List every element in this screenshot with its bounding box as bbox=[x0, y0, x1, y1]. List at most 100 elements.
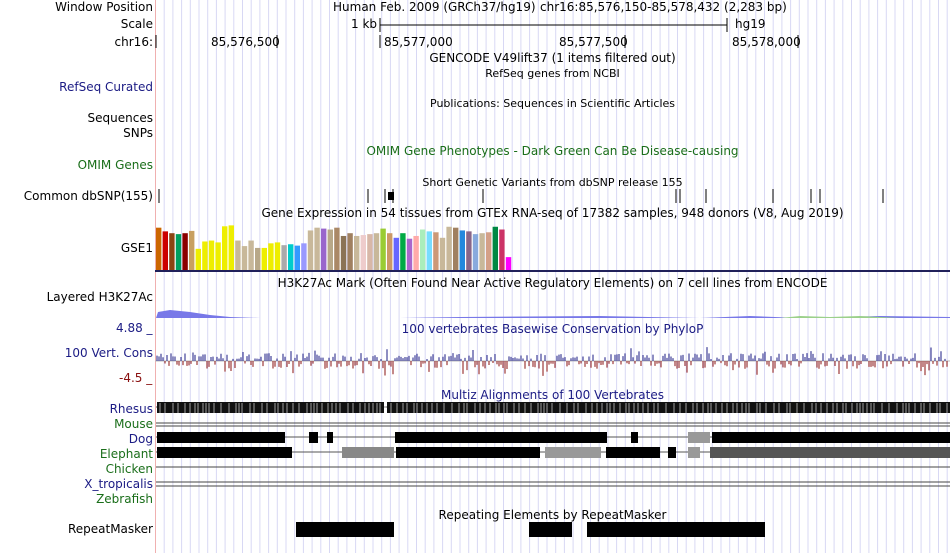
gtex-bar bbox=[274, 242, 281, 270]
gtex-bar bbox=[222, 226, 228, 270]
grid-lines bbox=[155, 0, 948, 553]
omim-track-label[interactable]: OMIM Genes bbox=[77, 158, 153, 172]
phylop-min-label: -4.5 _ bbox=[119, 371, 153, 385]
dog-alignment-block bbox=[688, 432, 710, 443]
gtex-bar bbox=[248, 240, 254, 270]
gtex-bar bbox=[189, 230, 195, 270]
multiz-species-label[interactable]: Chicken bbox=[105, 462, 153, 476]
gtex-bar bbox=[202, 241, 208, 270]
gtex-track-label[interactable]: GSE1 bbox=[120, 241, 153, 255]
multiz-species-label[interactable]: Dog bbox=[128, 432, 153, 446]
elephant-alignment-block bbox=[710, 447, 950, 458]
elephant-alignment-block bbox=[545, 447, 601, 458]
dbsnp-track-title[interactable]: Short Genetic Variants from dbSNP releas… bbox=[422, 176, 683, 189]
scale-label: Scale bbox=[120, 17, 153, 31]
multiz-species-label[interactable]: Zebrafish bbox=[96, 492, 153, 506]
phylop-track-label[interactable]: 100 Vert. Cons bbox=[64, 346, 153, 360]
snps-track-label[interactable]: SNPs bbox=[123, 126, 153, 140]
gtex-bar bbox=[459, 230, 465, 270]
repeatmasker-track-title[interactable]: Repeating Elements by RepeatMasker bbox=[438, 508, 667, 522]
publications-track-title[interactable]: Publications: Sequences in Scientific Ar… bbox=[430, 97, 675, 110]
repeat-element bbox=[529, 522, 572, 537]
position-readout[interactable]: chr16:85,576,150-85,578,432 (2,283 bp) bbox=[540, 0, 787, 14]
gtex-bar bbox=[479, 233, 485, 270]
gtex-bar bbox=[413, 235, 419, 270]
refseq-track-title[interactable]: RefSeq genes from NCBI bbox=[485, 67, 620, 80]
gencode-track-title[interactable]: GENCODE V49lift37 (1 items filtered out) bbox=[429, 51, 676, 65]
phylop-track-title[interactable]: 100 vertebrates Basewise Conservation by… bbox=[401, 322, 704, 336]
dog-alignment-block bbox=[327, 432, 333, 443]
assembly-label: Human Feb. 2009 (GRCh37/hg19) bbox=[333, 0, 536, 14]
tick-label: 85,578,000 bbox=[732, 35, 801, 49]
gtex-bar bbox=[380, 228, 386, 270]
multiz-track-title[interactable]: Multiz Alignments of 100 Vertebrates bbox=[440, 388, 665, 402]
multiz-species-label[interactable]: Mouse bbox=[114, 417, 153, 431]
repeatmasker-track-label[interactable]: RepeatMasker bbox=[67, 522, 153, 536]
tick-label: 85,577,000 bbox=[384, 35, 453, 49]
omim-track-title[interactable]: OMIM Gene Phenotypes - Dark Green Can Be… bbox=[366, 144, 739, 158]
dbsnp-track-label[interactable]: Common dbSNP(155) bbox=[23, 189, 153, 203]
rhesus-alignment-block bbox=[387, 402, 950, 413]
gtex-bar bbox=[420, 229, 426, 270]
gtex-bar bbox=[281, 245, 287, 270]
dog-alignment-block bbox=[309, 432, 318, 443]
dog-alignment-block bbox=[712, 432, 950, 443]
gtex-bar bbox=[169, 233, 175, 270]
snp-cluster bbox=[388, 192, 394, 200]
scale-value: 1 kb bbox=[351, 17, 378, 31]
gtex-bar bbox=[453, 227, 459, 270]
gtex-bar bbox=[307, 230, 314, 270]
gtex-bar bbox=[208, 240, 215, 270]
gtex-bar bbox=[156, 227, 162, 270]
h3k27ac-signal bbox=[780, 316, 900, 318]
elephant-alignment-block bbox=[342, 447, 394, 458]
gtex-bar bbox=[235, 240, 241, 270]
gtex-bar bbox=[393, 237, 399, 270]
gtex-bar bbox=[288, 244, 294, 270]
gtex-bar bbox=[486, 232, 492, 270]
h3k27ac-track-title[interactable]: H3K27Ac Mark (Often Found Near Active Re… bbox=[277, 276, 828, 290]
repeat-element bbox=[587, 522, 765, 537]
h3k27ac-track-label[interactable]: Layered H3K27Ac bbox=[46, 290, 153, 304]
gtex-bar bbox=[301, 243, 307, 270]
chrom-label: chr16: bbox=[114, 35, 153, 49]
repeat-element bbox=[296, 522, 394, 537]
gtex-bar bbox=[334, 227, 340, 270]
multiz-species-label[interactable]: X_tropicalis bbox=[84, 477, 153, 491]
gtex-bar bbox=[367, 234, 373, 270]
gtex-bar bbox=[400, 233, 406, 270]
elephant-alignment-block bbox=[396, 447, 540, 458]
gtex-track-title[interactable]: Gene Expression in 54 tissues from GTEx … bbox=[261, 206, 844, 220]
elephant-alignment-block bbox=[157, 447, 292, 458]
gtex-bar bbox=[499, 229, 505, 270]
h3k27ac-signal bbox=[156, 310, 950, 318]
refseq-track-label[interactable]: RefSeq Curated bbox=[59, 80, 153, 94]
dog-alignment-block bbox=[631, 432, 638, 443]
gtex-bar bbox=[182, 233, 188, 270]
multiz-species-label[interactable]: Elephant bbox=[99, 447, 153, 461]
phylop-max-label: 4.88 _ bbox=[116, 321, 153, 335]
elephant-alignment-block bbox=[668, 447, 676, 458]
gtex-bar bbox=[505, 257, 512, 270]
gtex-bar bbox=[466, 231, 472, 270]
gtex-bar bbox=[406, 238, 413, 270]
window-position-label: Window Position bbox=[55, 0, 153, 14]
multiz-species-label[interactable]: Rhesus bbox=[109, 402, 153, 416]
dog-alignment-block bbox=[395, 432, 607, 443]
gtex-bar bbox=[387, 233, 393, 270]
gtex-bar bbox=[215, 242, 221, 270]
gtex-bar bbox=[354, 235, 360, 270]
gtex-bar bbox=[175, 234, 182, 270]
gtex-bar bbox=[228, 225, 234, 270]
gtex-bar bbox=[439, 237, 446, 270]
elephant-alignment-block bbox=[688, 447, 700, 458]
gtex-bar bbox=[255, 247, 261, 270]
tick-label: 85,576,500 bbox=[211, 35, 280, 49]
dog-alignment-block bbox=[157, 432, 285, 443]
publications-track-label[interactable]: Sequences bbox=[87, 111, 153, 125]
gtex-bar bbox=[241, 246, 248, 270]
gtex-bar bbox=[261, 247, 267, 270]
gtex-bar bbox=[472, 234, 479, 270]
tick-label: 85,577,500 bbox=[559, 35, 628, 49]
